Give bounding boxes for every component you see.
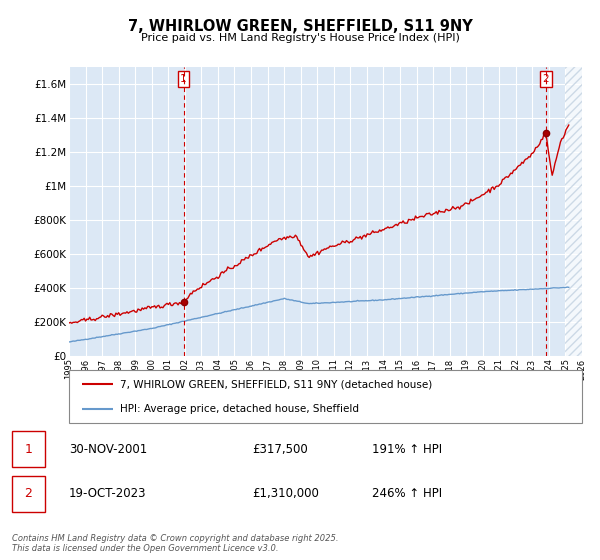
Text: 1: 1 <box>180 74 187 84</box>
Text: 7, WHIRLOW GREEN, SHEFFIELD, S11 9NY: 7, WHIRLOW GREEN, SHEFFIELD, S11 9NY <box>128 20 472 34</box>
Text: HPI: Average price, detached house, Sheffield: HPI: Average price, detached house, Shef… <box>121 404 359 414</box>
Text: 30-NOV-2001: 30-NOV-2001 <box>69 442 147 456</box>
Text: £317,500: £317,500 <box>252 442 308 456</box>
Text: 1: 1 <box>25 442 32 456</box>
FancyBboxPatch shape <box>69 370 582 423</box>
Text: Price paid vs. HM Land Registry's House Price Index (HPI): Price paid vs. HM Land Registry's House … <box>140 33 460 43</box>
Text: 19-OCT-2023: 19-OCT-2023 <box>69 487 146 501</box>
Text: Contains HM Land Registry data © Crown copyright and database right 2025.
This d: Contains HM Land Registry data © Crown c… <box>12 534 338 553</box>
Polygon shape <box>565 67 582 356</box>
Text: 246% ↑ HPI: 246% ↑ HPI <box>372 487 442 501</box>
Text: 191% ↑ HPI: 191% ↑ HPI <box>372 442 442 456</box>
Text: 2: 2 <box>542 74 549 84</box>
Text: £1,310,000: £1,310,000 <box>252 487 319 501</box>
Text: 7, WHIRLOW GREEN, SHEFFIELD, S11 9NY (detached house): 7, WHIRLOW GREEN, SHEFFIELD, S11 9NY (de… <box>121 380 433 390</box>
Text: 2: 2 <box>25 487 32 501</box>
